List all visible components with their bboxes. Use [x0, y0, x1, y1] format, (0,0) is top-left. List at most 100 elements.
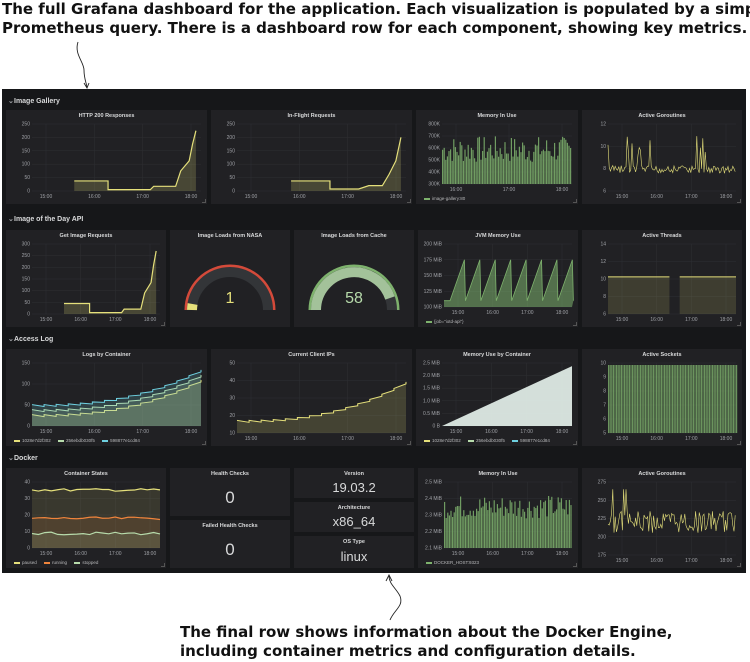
panel-cache-gauge[interactable]: Image Loads from Cache 58	[294, 230, 414, 327]
panel-health-checks[interactable]: Health Checks 0	[170, 468, 290, 516]
resize-handle[interactable]	[407, 441, 411, 445]
panel-container-states[interactable]: Container States 40 30 20 10 0 15:00 16:00 17:0…	[6, 468, 166, 568]
legend-item[interactable]: running	[52, 560, 68, 565]
row-access-log[interactable]: ⌄Access Log	[8, 335, 53, 343]
resize-handle[interactable]	[407, 199, 411, 203]
panel-get-image[interactable]: Get Image Requests 300 250 200 150 100 50 0 15:…	[6, 230, 166, 327]
legend-item[interactable]: stopped	[82, 560, 99, 565]
resize-handle[interactable]	[737, 441, 741, 445]
series-bar	[554, 511, 556, 548]
row-iotd-api[interactable]: ⌄Image of the Day API	[8, 215, 83, 223]
legend-item[interactable]: 598877e1cd84	[520, 438, 550, 443]
y-tick-label: 175	[598, 553, 607, 559]
series-bar	[625, 365, 627, 433]
y-tick-label: 600K	[428, 146, 440, 152]
resize-handle[interactable]	[573, 199, 577, 203]
series-bar	[524, 511, 526, 548]
resize-handle[interactable]	[737, 563, 741, 567]
resize-handle[interactable]	[202, 441, 206, 445]
panel-title: Health Checks	[211, 471, 249, 477]
panel-active-threads[interactable]: Active Threads 14 12 10 8 6 15:00 16:00 17:00 18…	[582, 230, 742, 327]
row-docker[interactable]: ⌄Docker	[8, 454, 38, 462]
panel-title: Memory Use by Container	[463, 352, 531, 358]
series-bar	[654, 365, 656, 433]
series-bar	[451, 160, 453, 184]
series-line	[31, 516, 161, 521]
series-bar	[732, 365, 734, 433]
panel-memory-by-container[interactable]: Memory Use by Container 2.5 MiB 2.0 MiB 1.…	[416, 349, 578, 446]
series-bar	[570, 505, 572, 548]
panel-jvm-memory[interactable]: JVM Memory Use 200 MiB 175 MiB 150 MiB 125 …	[418, 230, 578, 327]
resize-handle[interactable]	[573, 441, 577, 445]
series-bar	[517, 507, 519, 548]
resize-handle[interactable]	[161, 563, 165, 567]
y-tick-label: 10	[24, 529, 30, 535]
y-tick-label: 2.2 MiB	[425, 529, 443, 535]
panel-memory-gallery[interactable]: Memory In Use 800K 700K 600K 500K 400K 300K 16…	[416, 110, 578, 204]
legend-item[interactable]: paused	[22, 560, 37, 565]
series-bar	[555, 159, 557, 184]
y-tick-label: 6	[603, 312, 606, 318]
panel-os-type[interactable]: OS Type linux	[294, 536, 414, 568]
y-tick-label: 150	[22, 277, 31, 283]
panel-active-sockets[interactable]: Active Sockets 10 9 8 7 6 5 15:00 16:00 17:00 18:…	[582, 349, 742, 446]
x-tick-label: 17:00	[136, 194, 149, 200]
series-bar	[504, 142, 506, 184]
y-tick-label: 10	[600, 361, 606, 367]
legend-item[interactable]: 256ebdb030f5	[476, 438, 505, 443]
resize-handle[interactable]	[573, 563, 577, 567]
y-tick-label: 2.4 MiB	[425, 496, 443, 502]
panel-title: Active Threads	[642, 233, 682, 239]
series-bar	[493, 158, 495, 184]
panel-http-200[interactable]: HTTP 200 Responses 250 200 150 100 50 0 15:00 1…	[6, 110, 207, 204]
legend-item[interactable]: 598877e1cd84	[110, 438, 140, 443]
x-tick-label: 16:00	[650, 436, 663, 442]
panel-architecture[interactable]: Architecture x86_64	[294, 502, 414, 532]
series-bar	[672, 365, 674, 433]
panel-goroutines-gallery[interactable]: Active Goroutines 12 10 8 6 15:00 16:00 17:00 1…	[582, 110, 742, 204]
resize-handle[interactable]	[737, 199, 741, 203]
x-tick-label: 16:00	[650, 194, 663, 200]
series-bar	[660, 365, 662, 433]
x-tick-label: 16:00	[486, 310, 499, 316]
panel-nasa-gauge[interactable]: Image Loads from NASA 1	[170, 230, 290, 327]
x-tick-label: 17:00	[685, 558, 698, 564]
panel-logs-by-container[interactable]: Logs by Container 150 100 50 0 15:00 16:00 17:…	[6, 349, 207, 446]
legend-item[interactable]: 1028e7d2f302	[432, 438, 461, 443]
resize-handle[interactable]	[573, 322, 577, 326]
series-line	[291, 137, 402, 190]
series-line	[607, 136, 736, 174]
resize-handle[interactable]	[161, 322, 165, 326]
series-bar	[525, 159, 527, 184]
series-bar	[442, 149, 444, 184]
panel-client-ips[interactable]: Current Client IPs 50 40 30 20 10 15:00 16:00 1…	[211, 349, 412, 446]
legend-item[interactable]: image-gallery:80	[432, 196, 466, 201]
panel-version[interactable]: Version 19.03.2	[294, 468, 414, 498]
legend-item[interactable]: 256ebdb030f5	[66, 438, 95, 443]
row-image-gallery[interactable]: ⌄Image Gallery	[8, 97, 60, 105]
x-tick-label: 15:00	[40, 429, 53, 435]
series-bar	[563, 137, 565, 184]
x-tick-label: 16:00	[293, 194, 306, 200]
x-tick-label: 18:00	[390, 194, 403, 200]
panel-goroutines-docker[interactable]: Active Goroutines 275 250 225 200 175 15:00 16…	[582, 468, 742, 568]
panel-in-flight[interactable]: In-Flight Requests 250 200 150 100 50 0 15:00 1…	[211, 110, 412, 204]
panel-memory-docker[interactable]: Memory In Use 2.5 MiB 2.4 MiB 2.3 MiB 2.2 M…	[418, 468, 578, 568]
series-bar	[499, 148, 501, 184]
x-tick-label: 17:00	[341, 436, 354, 442]
series-bar	[736, 365, 738, 433]
legend-item[interactable]: 1028e7d2f302	[22, 438, 51, 443]
series-bar	[697, 365, 699, 433]
y-tick-label: 50	[229, 361, 235, 367]
series-bar	[445, 517, 447, 548]
series-bar	[713, 365, 715, 433]
series-bar	[507, 153, 509, 184]
resize-handle[interactable]	[737, 322, 741, 326]
legend-item[interactable]: {job="iotd-api"}	[434, 319, 464, 324]
x-tick-label: 18:00	[556, 429, 569, 435]
panel-failed-health-checks[interactable]: Failed Health Checks 0	[170, 520, 290, 568]
chart-legend: image-gallery:80	[424, 196, 471, 201]
caption-top-arrow	[76, 41, 90, 90]
resize-handle[interactable]	[202, 199, 206, 203]
legend-item[interactable]: DOCKER_HOST:9323	[434, 560, 480, 565]
